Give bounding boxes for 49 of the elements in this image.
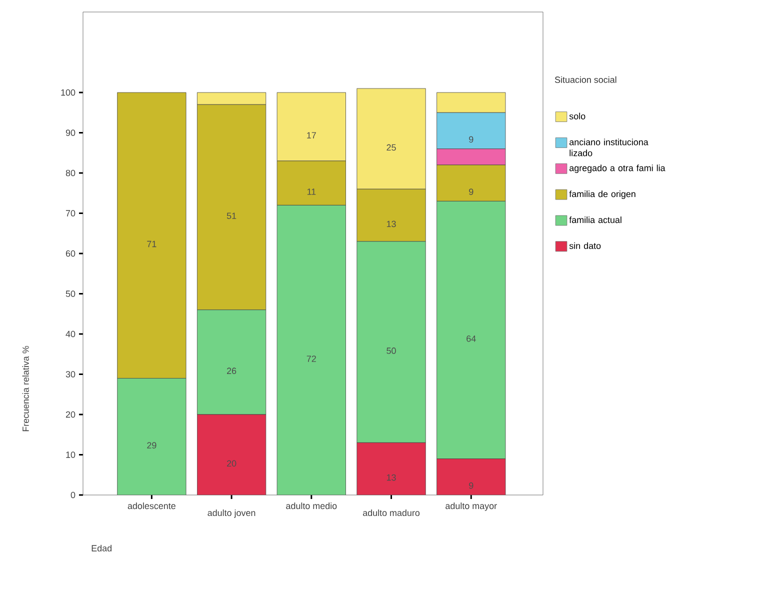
y-tick-label: 0 bbox=[70, 492, 76, 498]
x-tick-label: adulto maduro bbox=[362, 509, 420, 516]
data-label: 29 bbox=[147, 442, 156, 449]
data-label: 26 bbox=[227, 368, 236, 374]
data-label: 71 bbox=[147, 240, 156, 248]
y-tick-label: 10 bbox=[66, 452, 76, 458]
data-label: 72 bbox=[306, 356, 316, 362]
bar bbox=[436, 200, 506, 459]
bar bbox=[277, 205, 346, 495]
data-label: 13 bbox=[386, 474, 396, 481]
y-tick-label: 40 bbox=[66, 330, 76, 338]
data-label: 11 bbox=[307, 188, 316, 195]
y-tick-label: 50 bbox=[66, 290, 76, 297]
bar bbox=[356, 241, 426, 443]
x-tick-label: adolescente bbox=[128, 502, 176, 510]
legend-label: solo bbox=[569, 112, 586, 120]
y-tick-label: 20 bbox=[66, 411, 76, 418]
y-tick-label: 70 bbox=[66, 210, 76, 216]
legend-label: familia de origen bbox=[569, 190, 636, 199]
y-tick-label: 30 bbox=[66, 371, 76, 378]
legend-title: Situacion social bbox=[554, 76, 616, 83]
bar bbox=[117, 378, 186, 495]
y-tick-label: 90 bbox=[66, 130, 76, 136]
y-tick-label: 60 bbox=[66, 250, 76, 257]
x-tick-label: adulto mayor bbox=[446, 502, 497, 511]
legend-label: agregado a otra fami lia bbox=[570, 164, 666, 173]
data-label: 51 bbox=[226, 212, 236, 219]
data-label: 20 bbox=[227, 460, 236, 467]
data-label: 9 bbox=[469, 136, 474, 143]
x-axis-title: Edad bbox=[92, 544, 112, 552]
data-label: 64 bbox=[466, 335, 476, 342]
data-label: 9 bbox=[469, 188, 474, 195]
data-label: 9 bbox=[469, 482, 474, 489]
bar bbox=[197, 310, 266, 415]
legend-label: sin dato bbox=[569, 242, 601, 249]
data-label: 17 bbox=[307, 132, 316, 138]
data-label: 13 bbox=[386, 220, 396, 228]
y-tick-label: 80 bbox=[66, 170, 76, 176]
legend-label: familia actual bbox=[569, 216, 622, 224]
bar bbox=[436, 458, 506, 495]
bar bbox=[356, 442, 426, 495]
legend-label: anciano instituciona lizado bbox=[570, 138, 648, 156]
y-tick-label: 100 bbox=[61, 89, 76, 96]
x-tick-label: adulto medio bbox=[286, 502, 337, 510]
y-axis-title: Frecuencia relativa % bbox=[22, 346, 29, 432]
data-label: 25 bbox=[386, 144, 396, 151]
bar bbox=[197, 414, 266, 495]
data-label: 50 bbox=[386, 348, 396, 354]
x-tick-label: adulto joven bbox=[208, 509, 256, 518]
